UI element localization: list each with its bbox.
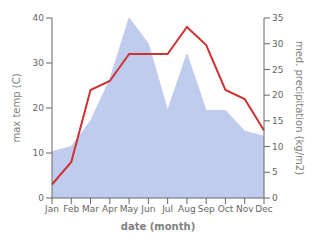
svg-text:max temp (C): max temp (C) [11,73,22,142]
svg-text:May: May [120,204,139,214]
svg-text:Aug: Aug [178,204,196,214]
svg-text:med. precipitation (kg/m2): med. precipitation (kg/m2) [294,41,305,175]
svg-text:35: 35 [272,13,283,23]
svg-text:Jul: Jul [161,204,173,214]
svg-text:Jan: Jan [44,204,59,214]
svg-text:10: 10 [33,148,45,158]
svg-text:25: 25 [272,65,283,75]
svg-text:15: 15 [272,116,283,126]
svg-text:30: 30 [272,39,284,49]
svg-text:0: 0 [38,193,44,203]
svg-text:30: 30 [33,58,45,68]
svg-text:40: 40 [33,13,45,23]
svg-text:0: 0 [272,193,278,203]
svg-text:20: 20 [33,103,45,113]
svg-text:Apr: Apr [102,204,118,214]
svg-text:Dec: Dec [255,204,272,214]
svg-text:5: 5 [272,167,278,177]
svg-text:Oct: Oct [218,204,234,214]
svg-text:date (month): date (month) [121,221,195,232]
svg-text:Nov: Nov [236,204,254,214]
svg-text:Feb: Feb [63,204,79,214]
svg-text:10: 10 [272,142,284,152]
svg-text:Mar: Mar [82,204,99,214]
svg-text:Sep: Sep [198,204,215,214]
svg-text:20: 20 [272,90,284,100]
svg-text:Jun: Jun [140,204,155,214]
